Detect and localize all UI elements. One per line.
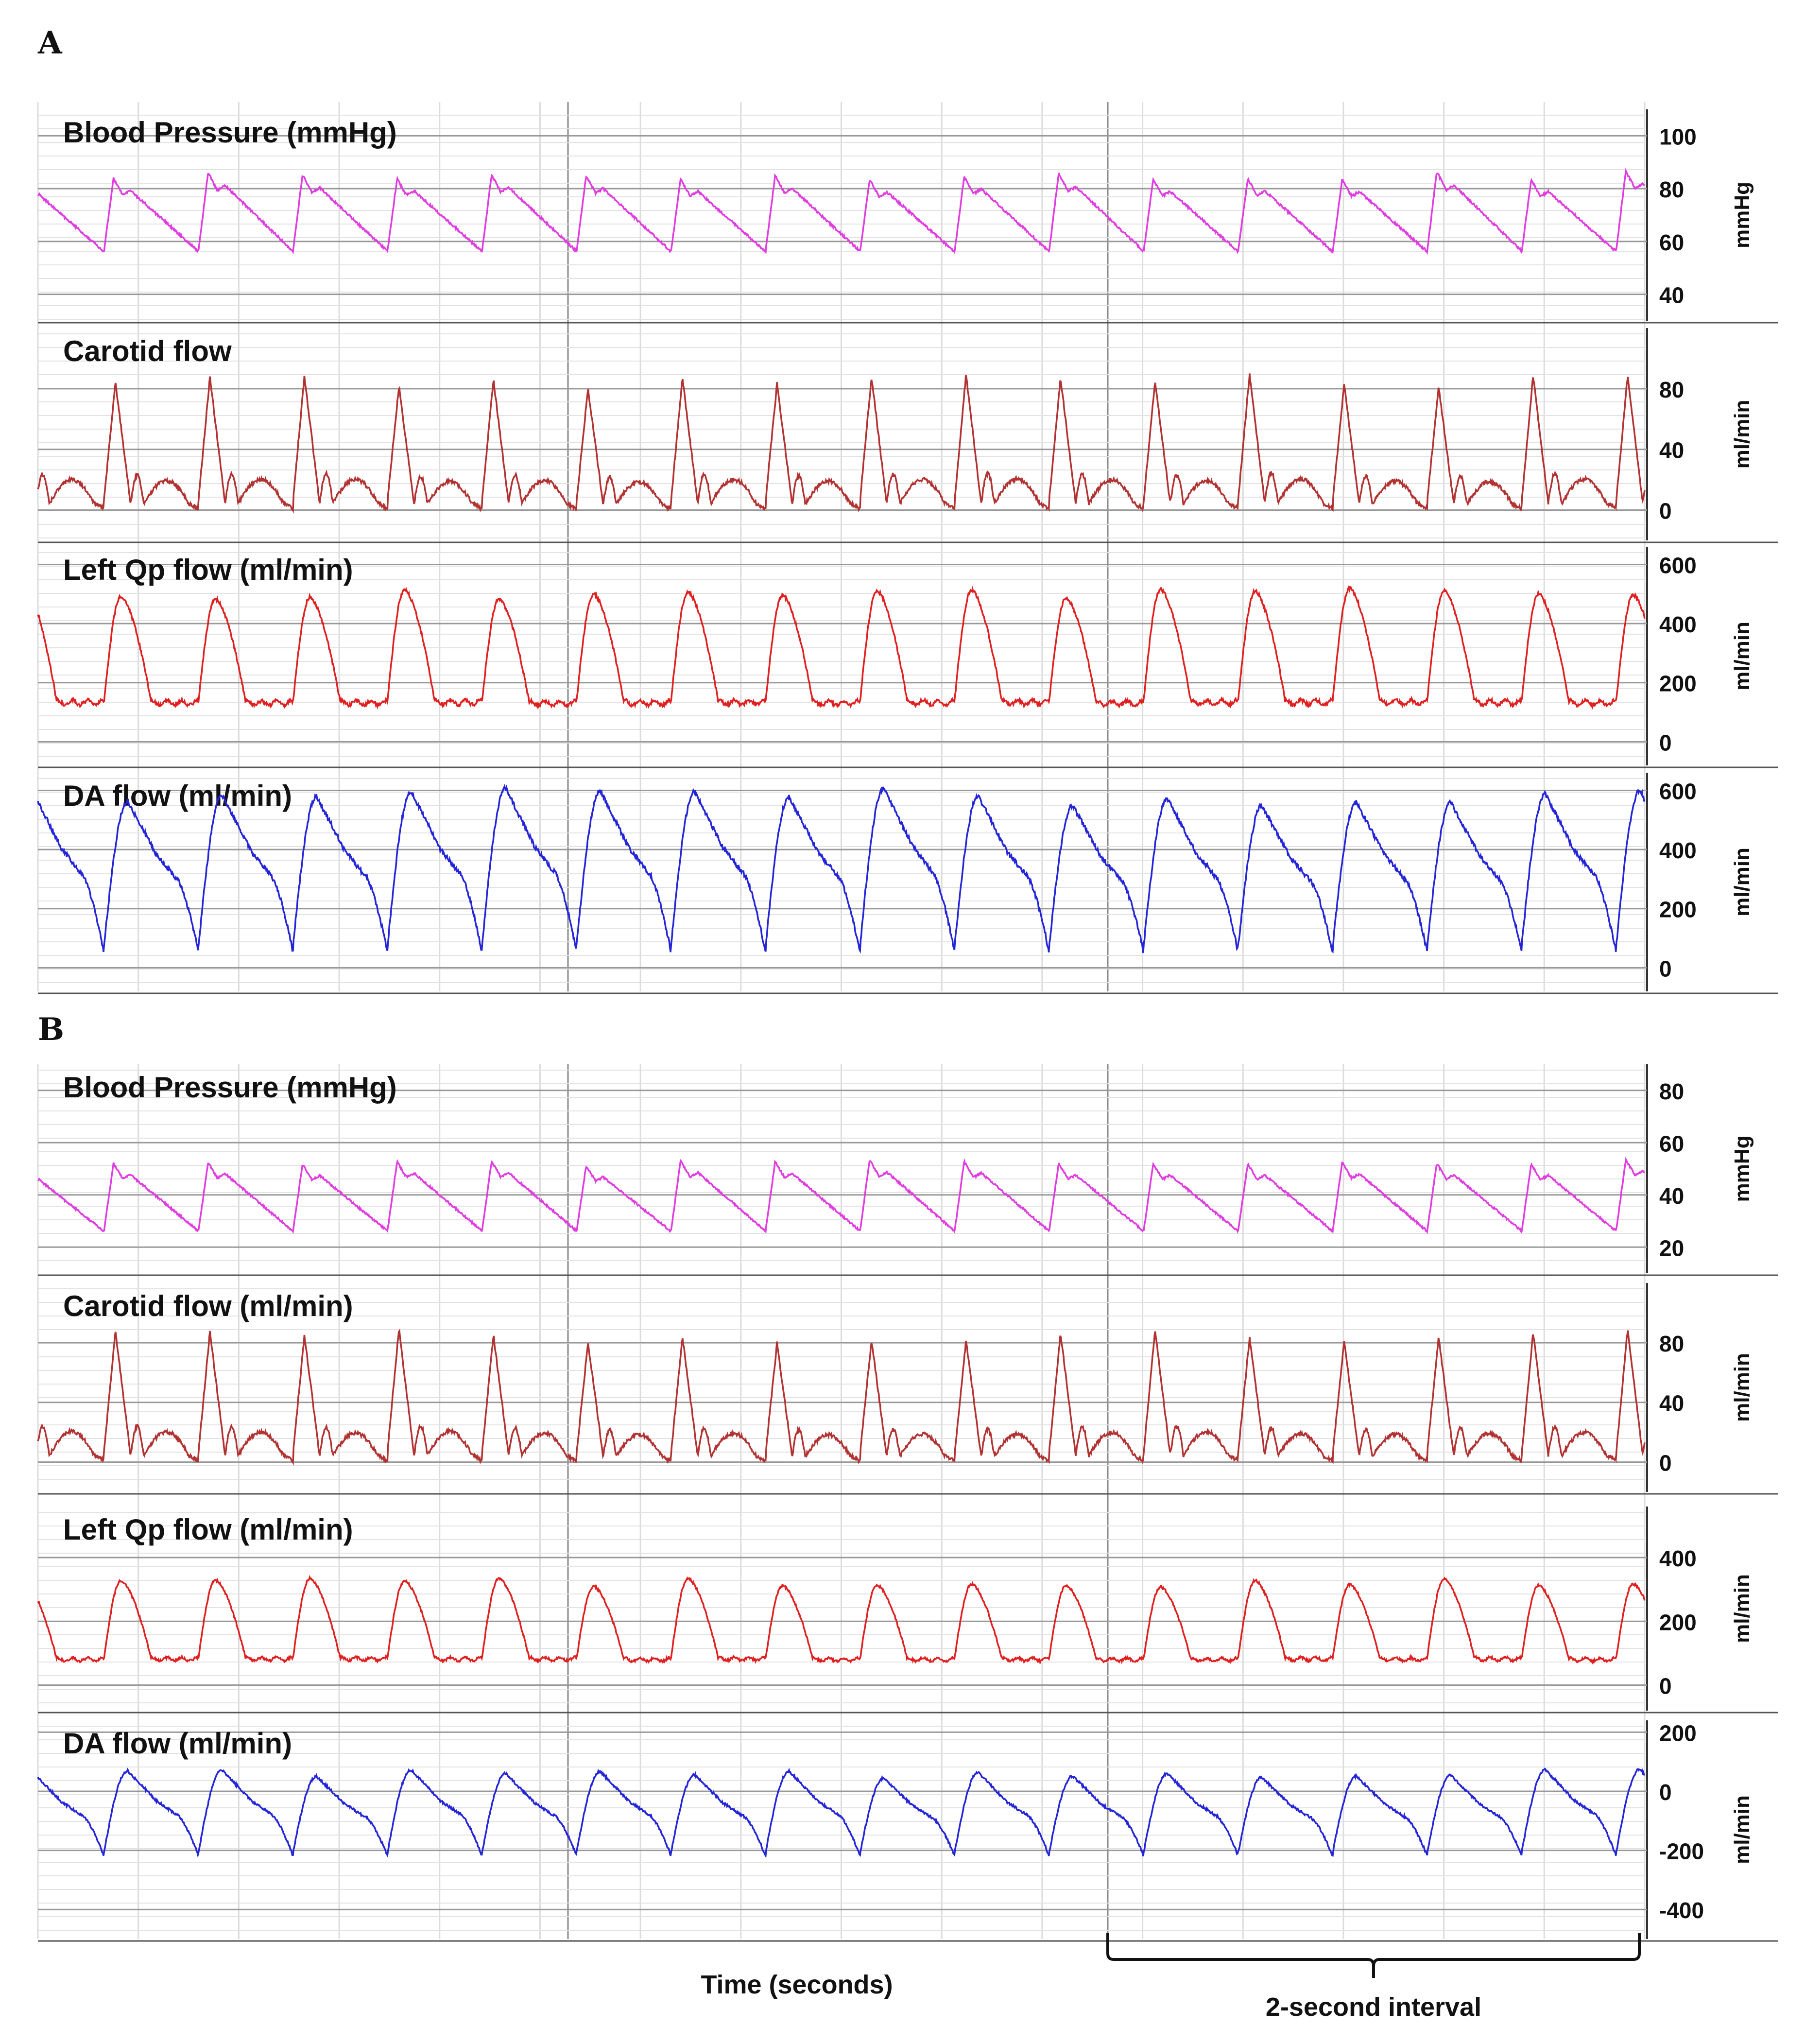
tick-label: 600 bbox=[1659, 553, 1697, 578]
unit-label: ml/min bbox=[1730, 1353, 1754, 1422]
tick-label: 60 bbox=[1659, 1131, 1684, 1156]
trace-title: Blood Pressure (mmHg) bbox=[63, 1071, 397, 1104]
trace-da: 600 400 200 0 ml/min DA flow (ml/min) bbox=[37, 773, 1778, 994]
tick-label: -400 bbox=[1659, 1898, 1704, 1923]
waveform-carotid bbox=[37, 1329, 1646, 1466]
trace-qp: 400 200 0 ml/min Left Qp flow (ml/min) bbox=[37, 1507, 1778, 1714]
unit-label: ml/min bbox=[1730, 848, 1754, 917]
trace-title: Carotid flow bbox=[63, 335, 232, 367]
unit-label: ml/min bbox=[1730, 1795, 1754, 1864]
tick-label: -200 bbox=[1659, 1839, 1704, 1864]
tick-label: 40 bbox=[1659, 1183, 1684, 1209]
trace-carotid: 80 40 0 ml/min Carotid flow bbox=[37, 328, 1778, 543]
unit-label: mmHg bbox=[1730, 1136, 1754, 1202]
waveform-qp bbox=[37, 1575, 1646, 1665]
tick-label: 0 bbox=[1659, 1780, 1672, 1805]
tick-label: 40 bbox=[1659, 1391, 1684, 1416]
tick-label: 0 bbox=[1659, 956, 1672, 981]
trace-title: Carotid flow (ml/min) bbox=[63, 1290, 353, 1322]
tick-label: 0 bbox=[1659, 499, 1672, 524]
trace-da: 200 0 -200 -400 ml/min DA flow (ml/min) bbox=[37, 1720, 1778, 1942]
tick-label: 400 bbox=[1659, 612, 1697, 637]
x-axis-label: Time (seconds) bbox=[701, 1970, 893, 1999]
interval-label: 2-second interval bbox=[1266, 1992, 1481, 2022]
tick-label: 40 bbox=[1659, 283, 1684, 308]
unit-label: ml/min bbox=[1730, 622, 1754, 691]
tick-label: 200 bbox=[1659, 671, 1697, 696]
tick-label: 40 bbox=[1659, 438, 1684, 463]
tick-label: 0 bbox=[1659, 1674, 1672, 1699]
trace-title: DA flow (ml/min) bbox=[63, 779, 292, 812]
trace-title: Blood Pressure (mmHg) bbox=[63, 116, 397, 149]
tick-label: 200 bbox=[1659, 1610, 1697, 1635]
panel-label-B: B bbox=[38, 1011, 64, 1048]
waveform-carotid bbox=[37, 373, 1646, 514]
unit-label: ml/min bbox=[1730, 1574, 1754, 1643]
waveform-qp bbox=[37, 585, 1646, 710]
tick-label: 80 bbox=[1659, 1079, 1684, 1104]
waveform-bp bbox=[37, 1157, 1646, 1234]
unit-label: mmHg bbox=[1730, 182, 1754, 248]
unit-label: ml/min bbox=[1730, 400, 1754, 469]
tick-label: 20 bbox=[1659, 1235, 1684, 1261]
waveform-da bbox=[37, 1767, 1645, 1858]
tick-label: 80 bbox=[1659, 1331, 1684, 1356]
tick-label: 200 bbox=[1659, 1720, 1697, 1746]
tick-label: 600 bbox=[1659, 779, 1697, 804]
trace-bp: 80 60 40 20 mmHg Blood Pressure (mmHg) bbox=[37, 1064, 1778, 1276]
trace-carotid: 80 40 0 ml/min Carotid flow (ml/min) bbox=[37, 1283, 1778, 1495]
tick-label: 0 bbox=[1659, 730, 1672, 755]
tick-label: 80 bbox=[1659, 177, 1684, 202]
interval-brace bbox=[1106, 1933, 1641, 1978]
panel-label-A: A bbox=[37, 25, 63, 61]
tick-label: 0 bbox=[1659, 1451, 1672, 1476]
tick-label: 80 bbox=[1659, 377, 1684, 402]
trace-title: DA flow (ml/min) bbox=[63, 1727, 292, 1760]
trace-title: Left Qp flow (ml/min) bbox=[63, 1513, 353, 1546]
tick-label: 200 bbox=[1659, 897, 1697, 922]
tick-label: 400 bbox=[1659, 1546, 1697, 1571]
trace-bp: 100 80 60 40 mmHg Blood Pressure (mmHg) bbox=[37, 109, 1778, 324]
trace-qp: 600 400 200 0 ml/min Left Qp flow (ml/min) bbox=[37, 547, 1778, 768]
trace-title: Left Qp flow (ml/min) bbox=[63, 554, 353, 586]
tick-label: 60 bbox=[1659, 230, 1684, 255]
tick-label: 100 bbox=[1659, 124, 1697, 149]
waveform-bp bbox=[37, 168, 1646, 255]
waveform-da bbox=[37, 783, 1646, 954]
tick-label: 400 bbox=[1659, 838, 1697, 863]
